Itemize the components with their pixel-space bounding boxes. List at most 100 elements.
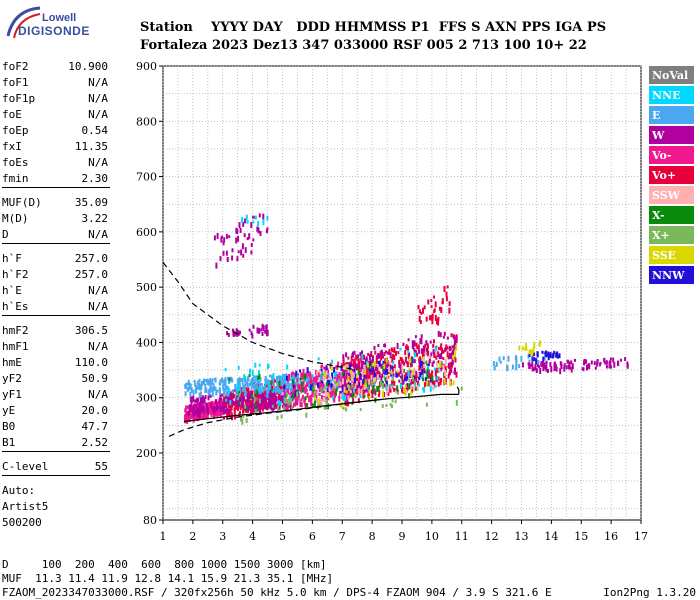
echo-point	[520, 355, 523, 362]
echo-point	[617, 360, 620, 366]
footer: D 100 200 400 600 800 1000 1500 3000 [km…	[2, 558, 552, 600]
echo-point	[361, 361, 364, 366]
echo-point	[311, 374, 314, 380]
echo-point	[232, 394, 235, 399]
echo-point	[357, 368, 360, 375]
distance-row: D 100 200 400 600 800 1000 1500 3000 [km…	[2, 558, 552, 572]
echo-point	[377, 360, 380, 364]
echo-cluster-10	[316, 350, 447, 405]
echo-point	[216, 403, 219, 409]
echo-point	[377, 353, 380, 359]
echo-point	[222, 384, 225, 390]
echo-point	[199, 407, 202, 413]
echo-point	[426, 375, 429, 379]
legend-label: X-	[652, 209, 665, 222]
echo-point	[342, 378, 344, 385]
echo-point	[417, 305, 420, 310]
echo-point	[358, 382, 361, 387]
param-name: foE	[2, 108, 22, 121]
echo-point	[373, 379, 376, 386]
echo-point	[378, 353, 381, 359]
y-tick-label: 900	[136, 60, 157, 73]
echo-point	[439, 379, 442, 386]
echo-point	[241, 243, 244, 250]
x-tick-label: 6	[309, 530, 316, 543]
echo-point	[507, 355, 510, 362]
param-separator	[2, 315, 110, 316]
echo-point	[237, 250, 240, 254]
echo-point	[223, 396, 226, 401]
echo-point	[194, 412, 197, 418]
echo-point	[407, 346, 410, 351]
echo-point	[414, 349, 417, 355]
station-header: Station YYYY DAY DDD HHMMSS P1 FFS S AXN…	[140, 19, 606, 55]
echo-point	[198, 412, 201, 419]
echo-point	[186, 387, 189, 391]
echo-point	[190, 387, 193, 392]
param-row-muf-d-: MUF(D) 35.09	[2, 196, 108, 210]
echo-point	[238, 378, 241, 384]
echo-point	[374, 378, 377, 382]
echo-point	[313, 391, 316, 397]
echo-point	[188, 384, 191, 391]
echo-point	[203, 378, 206, 384]
echo-point	[284, 397, 287, 403]
echo-point	[389, 364, 392, 369]
echo-point	[240, 387, 243, 393]
echo-point	[370, 360, 373, 365]
echo-point	[299, 379, 302, 385]
echo-point	[326, 384, 329, 390]
echo-point	[199, 391, 202, 398]
echo-point	[603, 357, 606, 362]
echo-point	[533, 352, 535, 357]
echo-point	[271, 399, 274, 405]
echo-point	[193, 379, 196, 383]
echo-point	[349, 363, 352, 370]
x-tick-label: 15	[574, 530, 588, 543]
param-value: 10.900	[68, 60, 108, 73]
echo-point	[214, 377, 217, 383]
echo-point	[293, 390, 296, 394]
param-row-h-f: h`F 257.0	[2, 252, 108, 266]
echo-point	[416, 346, 419, 350]
echo-point	[315, 375, 318, 382]
echo-point	[304, 402, 307, 409]
echo-point	[232, 400, 235, 405]
echo-point	[406, 362, 409, 368]
echo-point	[226, 407, 229, 414]
echo-point	[620, 358, 622, 362]
echo-point	[425, 377, 427, 382]
param-value: 11.35	[74, 140, 108, 153]
echo-point	[219, 379, 222, 386]
echo-point	[372, 385, 375, 392]
echo-point	[245, 214, 248, 220]
param-value: 110.0	[74, 356, 108, 369]
echo-point	[369, 368, 371, 372]
echo-point	[345, 407, 348, 412]
echo-point	[290, 382, 293, 387]
echo-point	[272, 373, 275, 379]
echo-point	[240, 249, 243, 256]
echo-point	[455, 371, 458, 378]
echo-point	[331, 396, 334, 400]
echo-point	[238, 401, 241, 405]
echo-point	[255, 389, 258, 396]
echo-point	[228, 377, 231, 381]
echo-point	[371, 375, 374, 381]
echo-point	[251, 393, 254, 399]
echo-point	[346, 364, 349, 371]
echo-point	[436, 318, 438, 325]
echo-point	[257, 375, 260, 380]
echo-point	[243, 388, 245, 392]
echo-point	[240, 417, 242, 422]
echo-point	[441, 362, 444, 366]
echo-point	[438, 306, 441, 311]
echo-point	[290, 391, 293, 394]
echo-point	[381, 390, 384, 395]
echo-point	[351, 384, 354, 389]
echo-point	[195, 398, 198, 403]
echo-point	[421, 357, 424, 362]
echo-point	[380, 349, 383, 353]
echo-point	[445, 344, 448, 351]
x-tick-label: 1	[160, 530, 167, 543]
